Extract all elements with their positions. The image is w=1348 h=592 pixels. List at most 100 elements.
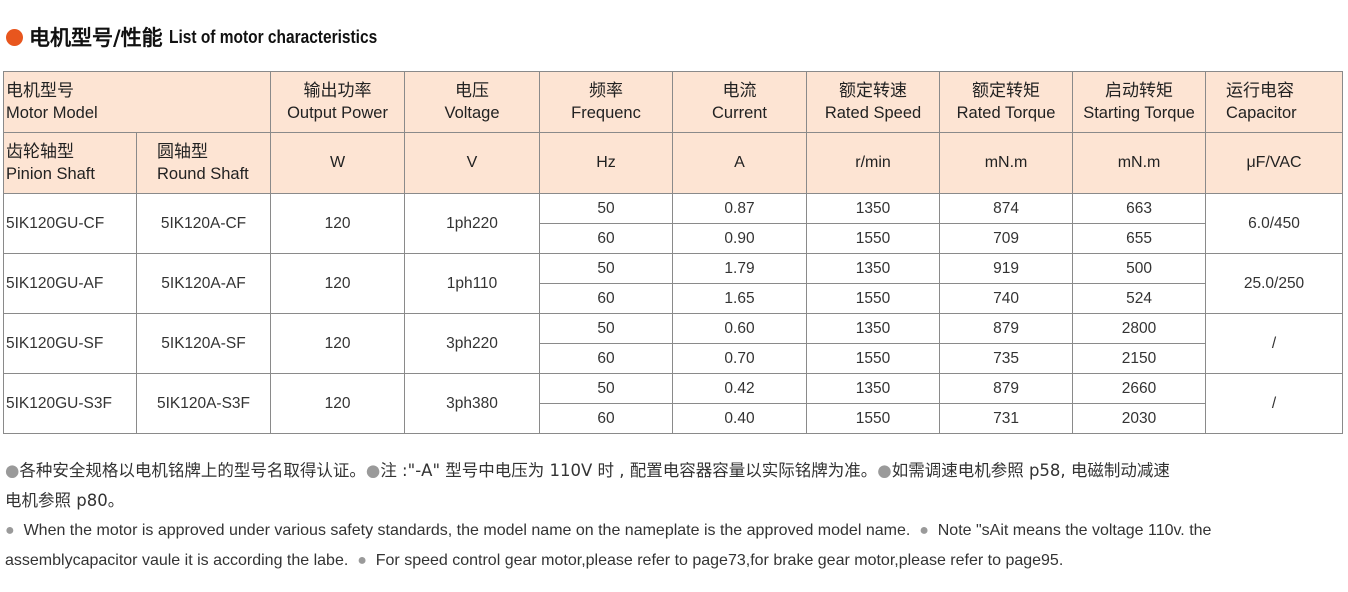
note-cn-2: 注 :"-A" 型号中电压为 110V 时 , 配置电容器容量以实际铭牌为准。 bbox=[380, 461, 878, 480]
rated-speed: 1550 bbox=[806, 223, 941, 254]
bullet-icon: ● bbox=[5, 522, 15, 539]
unit-cell: mN.m bbox=[939, 132, 1074, 194]
capacitor: 25.0/250 bbox=[1205, 253, 1344, 314]
unit-cell: V bbox=[404, 132, 541, 194]
current: 0.40 bbox=[672, 403, 808, 434]
frequency: 60 bbox=[539, 403, 674, 434]
round-model: 5IK120A-SF bbox=[135, 313, 272, 374]
starting-torque: 500 bbox=[1072, 253, 1207, 284]
header-current: 电流 Current bbox=[672, 71, 808, 133]
note-line-cn-2: 电机参照 p80。 bbox=[5, 486, 1345, 516]
rated-torque: 879 bbox=[939, 313, 1074, 344]
frequency: 50 bbox=[539, 253, 674, 284]
header-row-names: 电机型号 Motor Model 输出功率 Output Power 电压 Volt… bbox=[2, 71, 1344, 133]
pinion-model: 5IK120GU-SF bbox=[3, 313, 137, 374]
frequency: 50 bbox=[539, 373, 674, 404]
rated-speed: 1550 bbox=[806, 283, 941, 314]
current: 0.42 bbox=[672, 373, 808, 404]
rated-speed: 1350 bbox=[806, 373, 941, 404]
rated-speed: 1350 bbox=[806, 193, 941, 224]
rated-speed: 1350 bbox=[806, 313, 941, 344]
header-pinion-shaft: 齿轮轴型 Pinion Shaft bbox=[3, 132, 137, 194]
starting-torque: 2660 bbox=[1072, 373, 1207, 404]
bullet-icon: ● bbox=[365, 461, 381, 480]
note-cn-3b: 电机参照 p80。 bbox=[5, 491, 125, 510]
title-en: List of motor characteristics bbox=[168, 26, 377, 47]
rated-torque: 919 bbox=[939, 253, 1074, 284]
table-row: 5IK120GU-SF 5IK120A-SF 120 3ph220 50 0.6… bbox=[3, 313, 1344, 374]
table-row: 60 0.40 1550 731 2030 bbox=[4, 403, 1343, 434]
title-cn: 电机型号/性能 bbox=[29, 26, 163, 50]
unit-cell: A bbox=[672, 132, 808, 194]
rated-speed: 1550 bbox=[806, 343, 941, 374]
current: 1.65 bbox=[672, 283, 808, 314]
footnotes: ●各种安全规格以电机铭牌上的型号名取得认证。●注 :"-A" 型号中电压为 11… bbox=[5, 456, 1345, 576]
current: 0.90 bbox=[672, 223, 808, 254]
note-en-2b: assemblycapacitor vaule it is according … bbox=[5, 552, 349, 569]
bullet-icon: ● bbox=[357, 552, 367, 569]
frequency: 60 bbox=[539, 283, 674, 314]
bullet-dot-icon bbox=[6, 28, 23, 46]
capacitor: 6.0/450 bbox=[1205, 193, 1344, 254]
header-row-units: 齿轮轴型 Pinion Shaft 圆轴型 Round Shaft W V Hz A… bbox=[3, 132, 1344, 194]
rated-torque: 879 bbox=[939, 373, 1074, 404]
output-power: 120 bbox=[270, 193, 406, 254]
rated-torque: 735 bbox=[939, 343, 1074, 374]
output-power: 120 bbox=[270, 373, 406, 434]
note-en-1: When the motor is approved under various… bbox=[23, 522, 911, 539]
bullet-icon: ● bbox=[5, 461, 20, 480]
table-row: 5IK120GU-CF 5IK120A-CF 120 1ph220 50 0.8… bbox=[3, 193, 1344, 254]
bullet-icon: ● bbox=[877, 461, 892, 480]
table-row: 60 1.65 1550 740 524 bbox=[4, 283, 1343, 314]
starting-torque: 2030 bbox=[1072, 403, 1207, 434]
current: 0.70 bbox=[672, 343, 808, 374]
rated-torque: 874 bbox=[939, 193, 1074, 224]
voltage: 1ph220 bbox=[404, 193, 541, 254]
header-round-shaft: 圆轴型 Round Shaft bbox=[135, 132, 272, 194]
round-model: 5IK120A-S3F bbox=[135, 373, 272, 434]
frequency: 60 bbox=[539, 343, 674, 374]
current: 0.60 bbox=[672, 313, 808, 344]
capacitor: / bbox=[1205, 373, 1344, 434]
unit-cell: r/min bbox=[806, 132, 941, 194]
rated-speed: 1350 bbox=[806, 253, 941, 284]
header-rated-torque: 额定转矩 Rated Torque bbox=[939, 71, 1074, 133]
capacitor: / bbox=[1205, 313, 1344, 374]
table-row: 60 0.70 1550 735 2150 bbox=[4, 343, 1343, 374]
current: 1.79 bbox=[672, 253, 808, 284]
note-cn-1: 各种安全规格以电机铭牌上的型号名取得认证。 bbox=[19, 461, 366, 480]
unit-cell: W bbox=[270, 132, 406, 194]
unit-cell: mN.m bbox=[1072, 132, 1207, 194]
round-model: 5IK120A-AF bbox=[135, 253, 272, 314]
pinion-model: 5IK120GU-CF bbox=[3, 193, 137, 254]
note-en-3: For speed control gear motor,please refe… bbox=[375, 552, 1064, 569]
header-output-power: 输出功率 Output Power bbox=[270, 71, 406, 133]
pinion-model: 5IK120GU-AF bbox=[3, 253, 137, 314]
note-en-2a: Note "sAit means the voltage 110v. the bbox=[937, 522, 1212, 539]
unit-cell: μF/VAC bbox=[1205, 132, 1344, 194]
header-capacitor: 运行电容 Capacitor bbox=[1205, 71, 1344, 133]
header-motor-model: 电机型号 Motor Model bbox=[2, 71, 272, 133]
table-row: 60 0.90 1550 709 655 bbox=[4, 223, 1343, 254]
frequency: 50 bbox=[539, 313, 674, 344]
unit-cell: Hz bbox=[539, 132, 674, 194]
pinion-model: 5IK120GU-S3F bbox=[3, 373, 137, 434]
voltage: 3ph220 bbox=[404, 313, 541, 374]
rated-torque: 709 bbox=[939, 223, 1074, 254]
header-starting-torque: 启动转矩 Starting Torque bbox=[1072, 71, 1207, 133]
note-line-cn-1: ●各种安全规格以电机铭牌上的型号名取得认证。●注 :"-A" 型号中电压为 11… bbox=[5, 456, 1345, 486]
voltage: 1ph110 bbox=[404, 253, 541, 314]
page-title: 电机型号/性能 List of motor characteristics bbox=[6, 22, 411, 52]
bullet-icon: ● bbox=[919, 522, 929, 539]
table-row: 5IK120GU-S3F 5IK120A-S3F 120 3ph380 50 0… bbox=[3, 373, 1344, 434]
voltage: 3ph380 bbox=[404, 373, 541, 434]
frequency: 50 bbox=[539, 193, 674, 224]
frequency: 60 bbox=[539, 223, 674, 254]
note-line-en-2: assemblycapacitor vaule it is according … bbox=[5, 546, 1345, 576]
output-power: 120 bbox=[270, 313, 406, 374]
current: 0.87 bbox=[672, 193, 808, 224]
starting-torque: 663 bbox=[1072, 193, 1207, 224]
rated-torque: 740 bbox=[939, 283, 1074, 314]
header-frequency: 频率 Frequenc bbox=[539, 71, 674, 133]
header-rated-speed: 额定转速 Rated Speed bbox=[806, 71, 941, 133]
